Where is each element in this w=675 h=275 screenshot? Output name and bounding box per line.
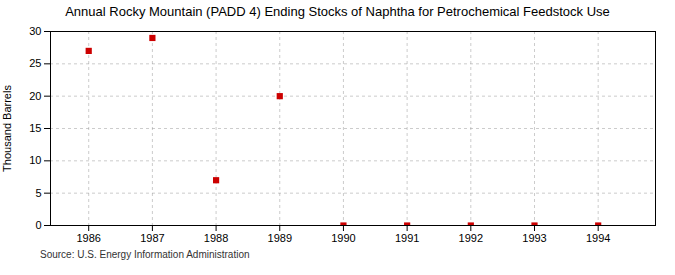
svg-text:1989: 1989	[268, 232, 292, 244]
svg-text:30: 30	[29, 25, 41, 37]
svg-text:1991: 1991	[395, 232, 419, 244]
svg-text:1992: 1992	[459, 232, 483, 244]
svg-text:1993: 1993	[522, 232, 546, 244]
svg-text:15: 15	[29, 122, 41, 134]
svg-text:5: 5	[35, 187, 41, 199]
svg-text:1986: 1986	[76, 232, 100, 244]
svg-text:20: 20	[29, 90, 41, 102]
html-text:Source: U.S. Energy Informatio: Source: U.S. Energy Information Administ…	[40, 249, 250, 260]
svg-text:25: 25	[29, 57, 41, 69]
svg-text:0: 0	[35, 219, 41, 231]
svg-text:1987: 1987	[140, 232, 164, 244]
svg-text:1990: 1990	[331, 232, 355, 244]
svg-text:1994: 1994	[586, 232, 610, 244]
svg-text:Thousand Barrels: Thousand Barrels	[1, 85, 13, 172]
svg-text:10: 10	[29, 154, 41, 166]
svg-text:1988: 1988	[204, 232, 228, 244]
html-text:Annual Rocky Mountain (PADD 4): Annual Rocky Mountain (PADD 4) Ending St…	[65, 4, 610, 19]
